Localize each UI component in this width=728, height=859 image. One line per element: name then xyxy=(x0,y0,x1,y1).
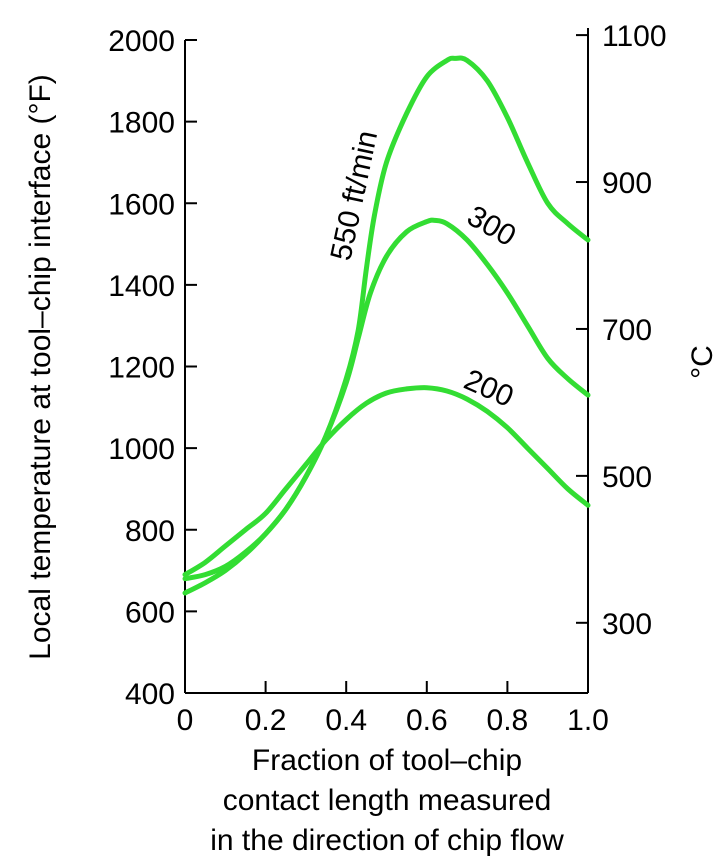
y-tick-label: 1000 xyxy=(108,433,175,466)
tick-labels: 400 600 800 1000 1200 1400 1600 1800 2000 0 0.2 0.4… xyxy=(108,20,666,737)
tick-marks xyxy=(185,34,588,693)
y2-tick-label: 300 xyxy=(602,608,652,641)
y-tick-label: 400 xyxy=(125,678,175,711)
x-tick-label: 0.2 xyxy=(245,704,287,737)
x-axis-label-line: Fraction of tool–chip xyxy=(252,744,522,777)
y-tick-label: 1400 xyxy=(108,270,175,303)
y2-axis-label: °C xyxy=(686,345,719,379)
axes xyxy=(184,28,589,694)
series-label-550-ft-min: 550 ft/min xyxy=(325,128,385,264)
x-tick-label: 0.8 xyxy=(487,704,529,737)
y-axis-label: Local temperature at tool–chip interface… xyxy=(24,74,57,660)
x-tick-label: 1.0 xyxy=(567,704,609,737)
axis-labels: Local temperature at tool–chip interface… xyxy=(24,74,719,857)
x-axis-label-line: contact length measured xyxy=(223,784,552,817)
y-tick-label: 1600 xyxy=(108,188,175,221)
curve-200 xyxy=(182,385,591,578)
y-tick-label: 2000 xyxy=(108,25,175,58)
series-label-200: 200 xyxy=(459,363,518,414)
y2-tick-label: 700 xyxy=(602,314,652,347)
y2-tick-label: 500 xyxy=(602,461,652,494)
y-tick-label: 800 xyxy=(125,515,175,548)
y2-tick-label: 900 xyxy=(602,167,652,200)
y-tick-label: 1800 xyxy=(108,107,175,140)
x-tick-label: 0.4 xyxy=(325,704,367,737)
curve-300 xyxy=(182,217,591,582)
x-axis-label-line: in the direction of chip flow xyxy=(210,824,564,857)
y-tick-label: 600 xyxy=(125,596,175,629)
curves xyxy=(182,55,591,596)
y-tick-label: 1200 xyxy=(108,352,175,385)
y2-tick-label: 1100 xyxy=(602,20,667,53)
x-tick-label: 0 xyxy=(177,704,194,737)
x-tick-label: 0.6 xyxy=(406,704,448,737)
